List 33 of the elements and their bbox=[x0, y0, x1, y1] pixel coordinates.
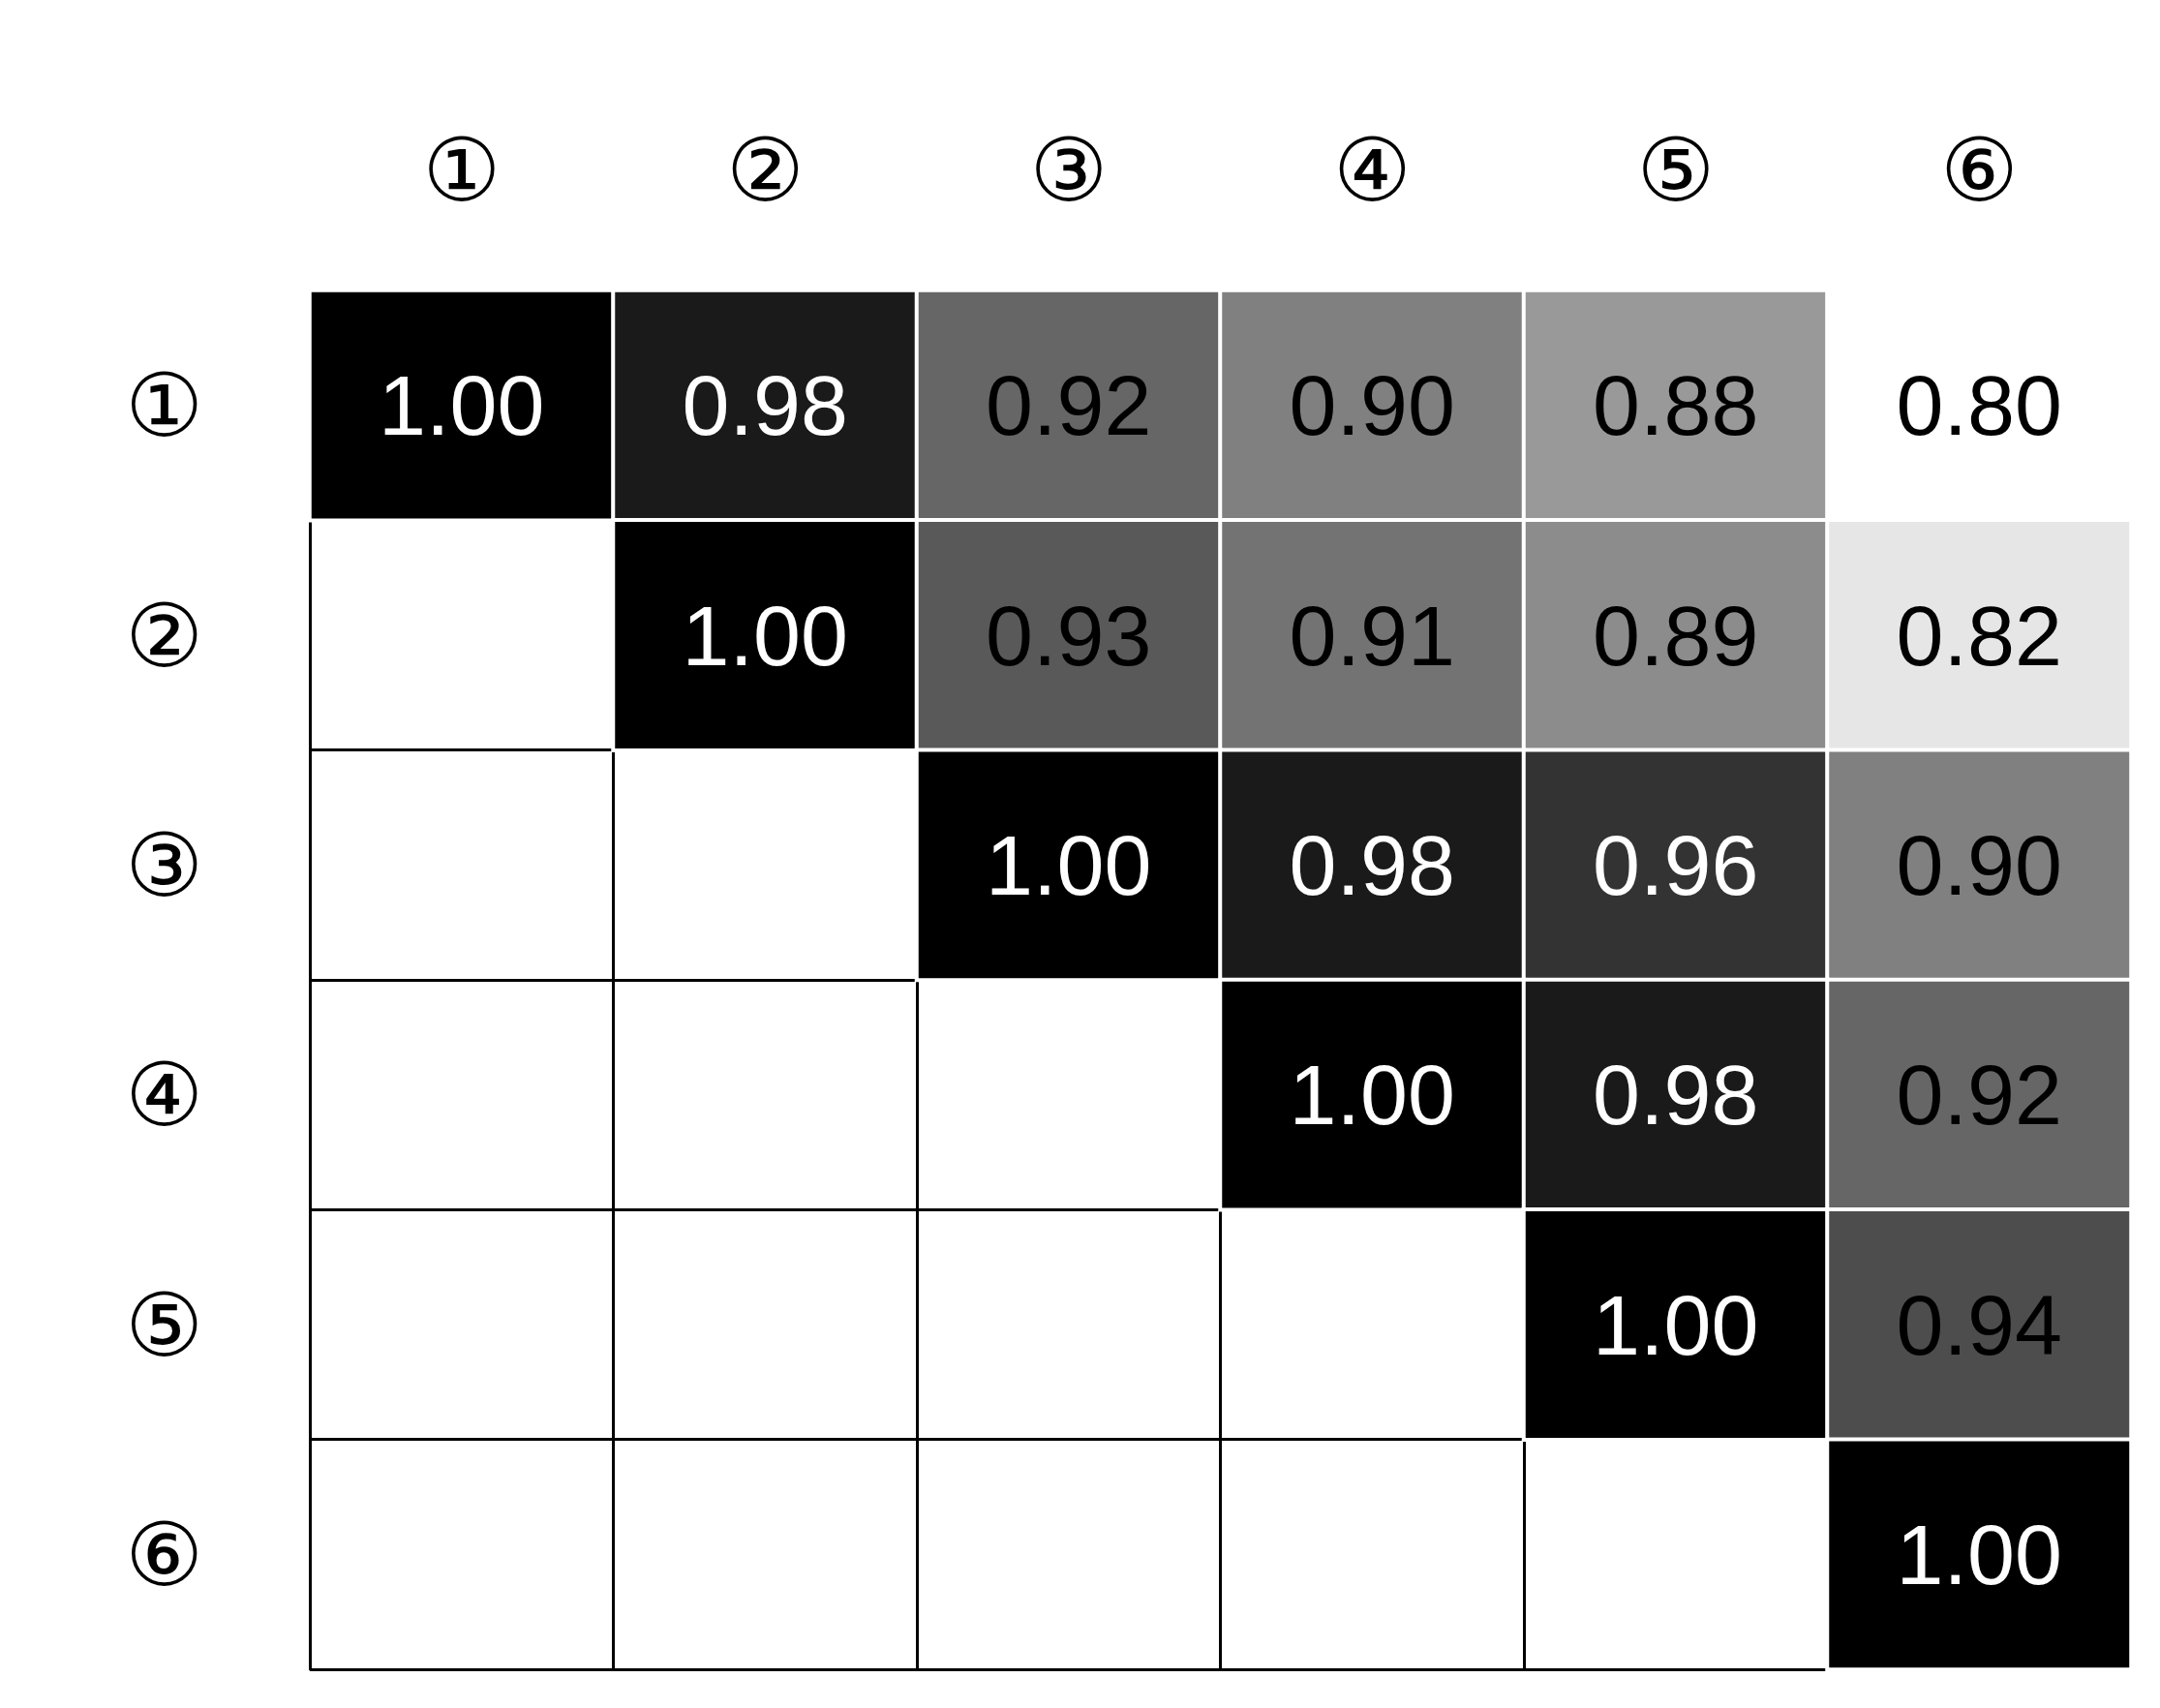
data-label: 0.91 bbox=[1289, 587, 1455, 684]
data-label: 0.94 bbox=[1896, 1276, 2062, 1373]
x-tick-label: ⑤ bbox=[1636, 118, 1716, 221]
x-tick-label: ① bbox=[422, 118, 502, 221]
data-label: 0.89 bbox=[1593, 587, 1759, 684]
data-label: 0.92 bbox=[1896, 1047, 2062, 1144]
data-label: 0.82 bbox=[1896, 587, 2062, 684]
x-tick-label: ④ bbox=[1332, 118, 1412, 221]
data-label: 1.00 bbox=[1593, 1276, 1759, 1373]
data-label: 0.98 bbox=[1593, 1047, 1759, 1144]
x-tick-label: ② bbox=[725, 118, 805, 221]
data-label: 1.00 bbox=[1896, 1506, 2062, 1602]
x-tick-label: ③ bbox=[1029, 118, 1109, 221]
y-tick-label: ⑥ bbox=[125, 1503, 203, 1605]
data-label: 0.80 bbox=[1896, 357, 2062, 454]
data-label: 1.00 bbox=[986, 816, 1152, 913]
y-tick-label: ① bbox=[125, 354, 203, 457]
data-label: 1.00 bbox=[379, 357, 545, 454]
data-label: 0.98 bbox=[1289, 816, 1455, 913]
data-label: 0.88 bbox=[1593, 357, 1759, 454]
y-tick-label: ③ bbox=[125, 813, 203, 916]
data-label: 1.00 bbox=[682, 587, 848, 684]
data-label: 0.90 bbox=[1289, 357, 1455, 454]
data-label: 0.98 bbox=[682, 357, 848, 454]
data-label: 0.92 bbox=[986, 357, 1152, 454]
y-tick-label: ② bbox=[125, 584, 203, 686]
y-tick-label: ⑤ bbox=[125, 1273, 203, 1376]
data-label: 0.96 bbox=[1593, 816, 1759, 913]
data-label: 0.93 bbox=[986, 587, 1152, 684]
data-label: 0.90 bbox=[1896, 816, 2062, 913]
data-label: 1.00 bbox=[1289, 1047, 1455, 1144]
x-tick-label: ⑥ bbox=[1939, 118, 2019, 221]
y-tick-label: ④ bbox=[125, 1044, 203, 1146]
